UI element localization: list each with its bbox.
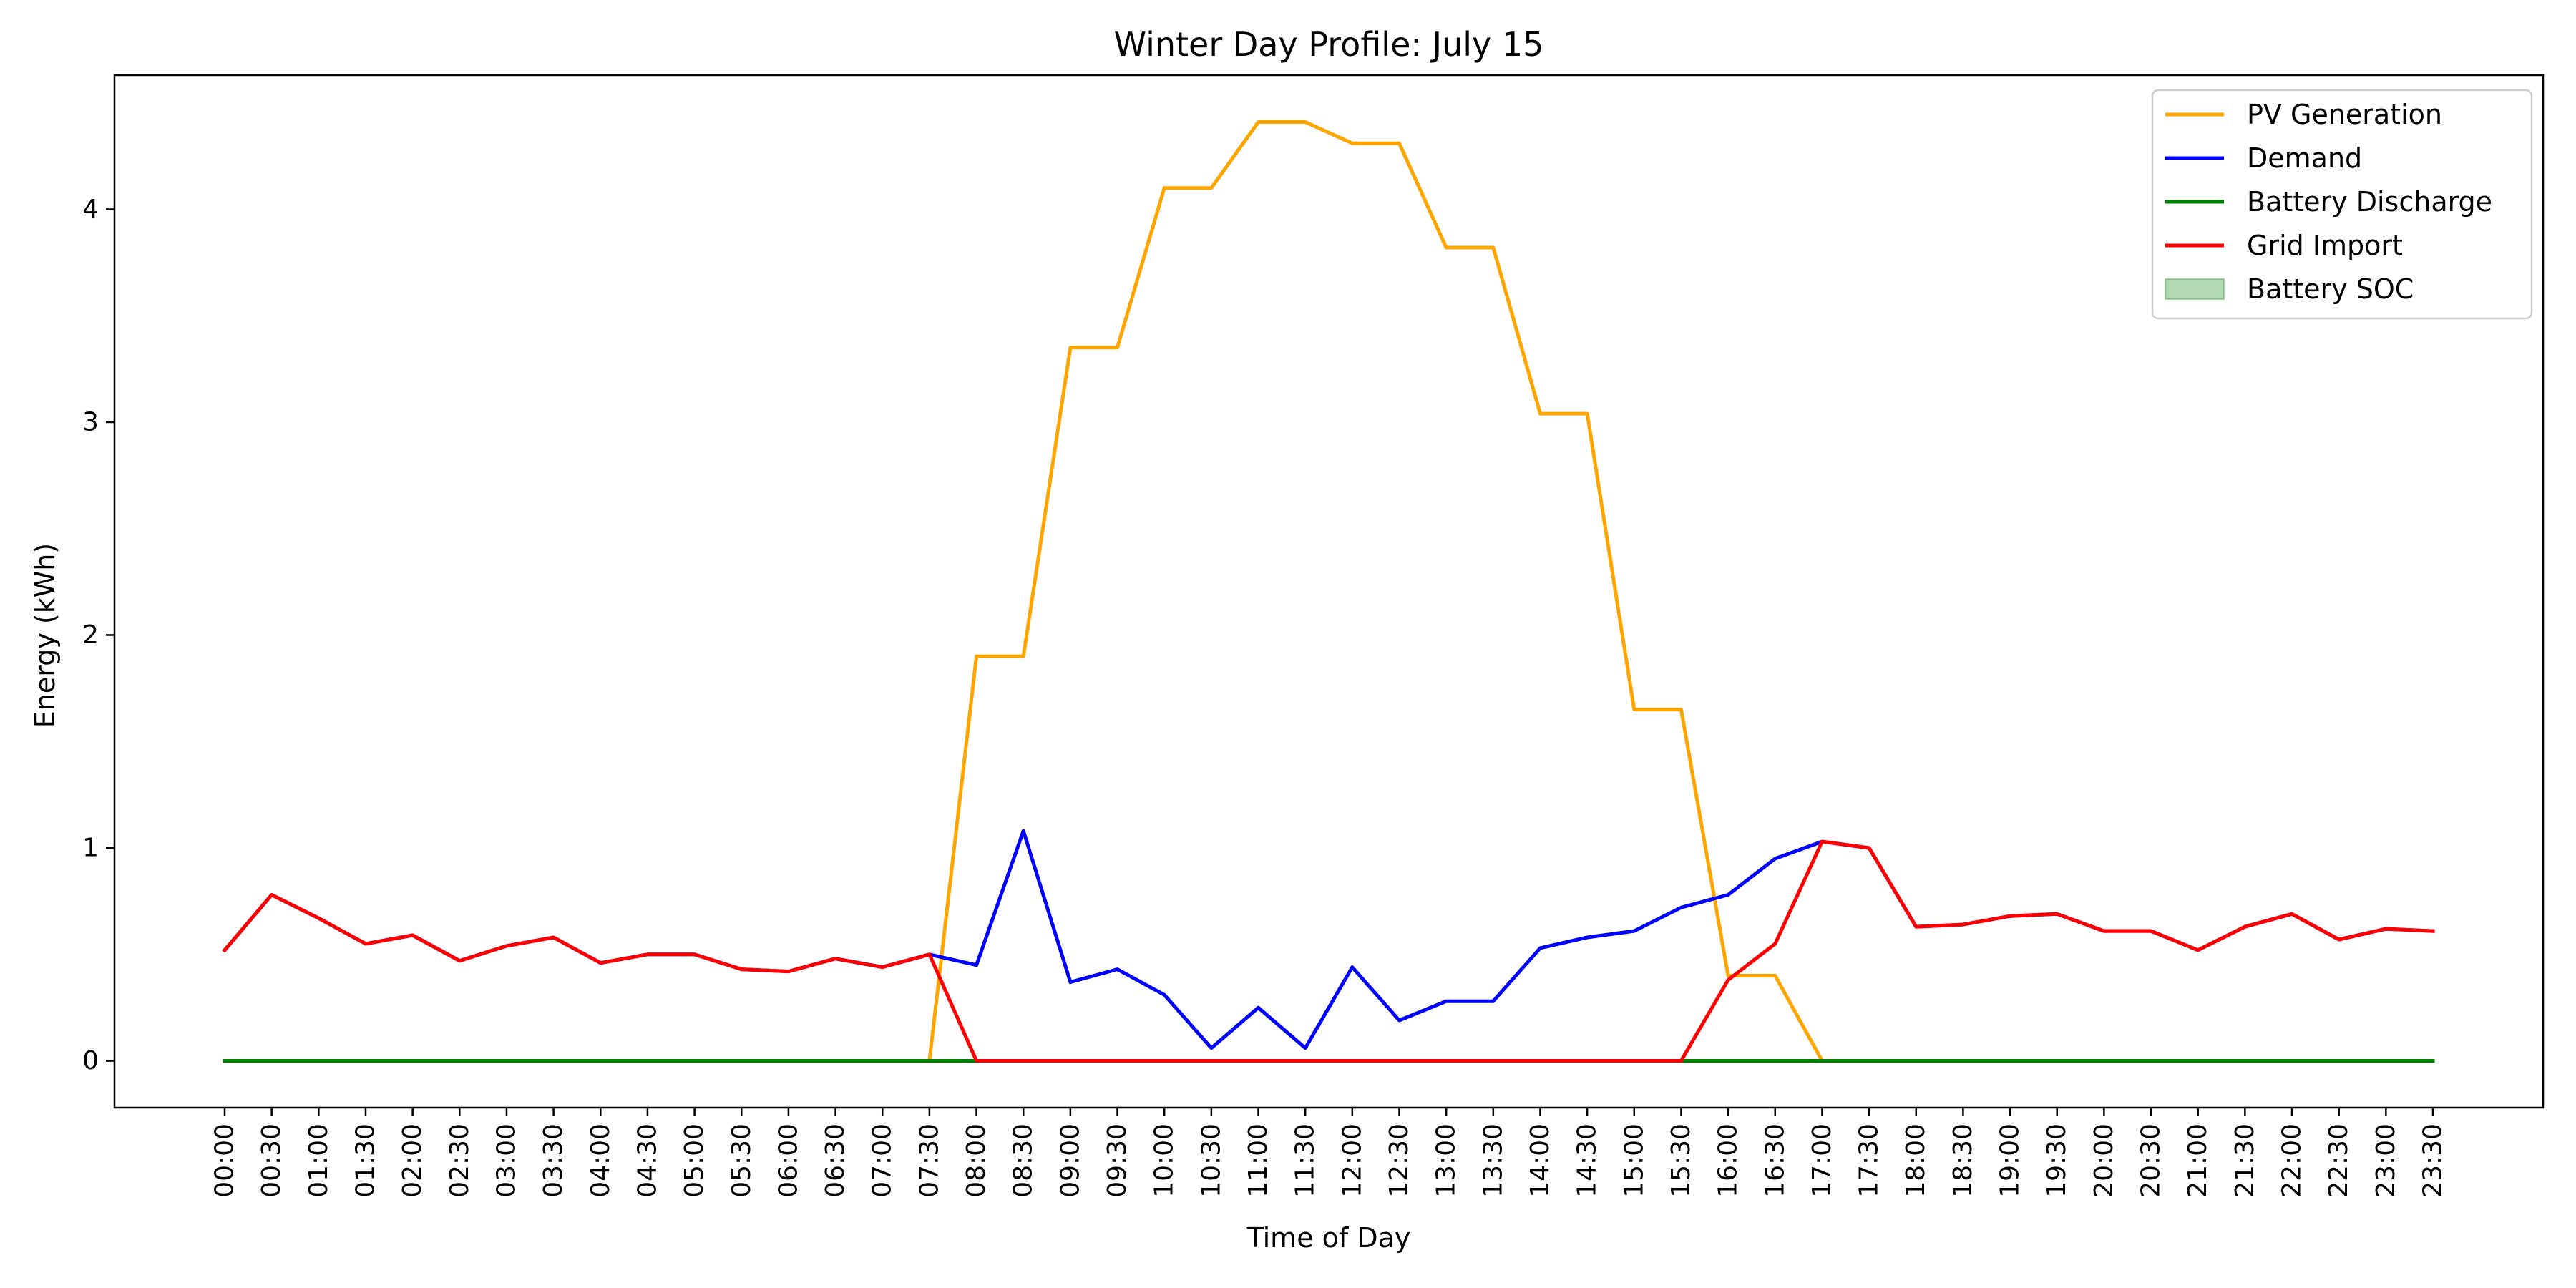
y-tick-label: 3 [82, 407, 99, 436]
x-tick-label: 05:30 [727, 1123, 756, 1198]
x-tick-label: 11:00 [1244, 1123, 1273, 1198]
x-tick-label: 10:00 [1150, 1123, 1179, 1198]
x-tick-label: 09:30 [1103, 1123, 1132, 1198]
y-axis-title: Energy (kWh) [29, 543, 61, 728]
x-tick-label: 11:30 [1291, 1123, 1320, 1198]
chart-title: Winter Day Profile: July 15 [1114, 25, 1544, 64]
x-tick-label: 06:30 [821, 1123, 850, 1198]
y-tick-label: 0 [82, 1046, 99, 1075]
x-tick-label: 18:00 [1901, 1123, 1931, 1198]
x-tick-label: 19:00 [1996, 1123, 2025, 1198]
x-tick-label: 00:30 [257, 1123, 286, 1198]
x-tick-label: 13:30 [1478, 1123, 1508, 1198]
x-tick-label: 08:30 [1009, 1123, 1038, 1198]
x-tick-label: 21:30 [2230, 1123, 2260, 1198]
x-tick-label: 04:30 [633, 1123, 662, 1198]
x-tick-label: 07:30 [914, 1123, 944, 1198]
legend-label: PV Generation [2247, 99, 2442, 130]
x-tick-label: 06:00 [774, 1123, 803, 1198]
x-tick-label: 23:30 [2419, 1123, 2448, 1198]
series-line-4 [222, 839, 2435, 1063]
x-tick-label: 10:30 [1196, 1123, 1226, 1198]
series-line-1 [223, 120, 2435, 1063]
legend: PV Generation Demand Battery Discharge Grid… [2151, 89, 2533, 320]
x-tick-label: 18:30 [1948, 1123, 1978, 1198]
x-tick-label: 14:30 [1573, 1123, 1602, 1198]
plot-area [113, 74, 2545, 1109]
legend-label: Battery SOC [2247, 273, 2414, 305]
x-tick-label: 05:00 [680, 1123, 709, 1198]
x-tick-label: 19:30 [2042, 1123, 2072, 1198]
x-tick-label: 01:00 [304, 1123, 333, 1198]
x-tick-label: 15:00 [1619, 1123, 1649, 1198]
x-tick-label: 03:30 [539, 1123, 568, 1198]
x-tick-label: 12:30 [1385, 1123, 1414, 1198]
y-axis: 0 1 2 3 4 [82, 195, 114, 1075]
y-tick-label: 2 [82, 620, 99, 650]
plot-frame [113, 74, 2545, 1109]
x-tick-label: 17:30 [1855, 1123, 1884, 1198]
y-tick-label: 1 [82, 834, 99, 863]
x-tick-label: 22:30 [2324, 1123, 2353, 1198]
x-tick-label: 13:00 [1432, 1123, 1461, 1198]
legend-label: Battery Discharge [2247, 186, 2492, 218]
x-tick-label: 21:00 [2183, 1123, 2212, 1198]
x-tick-label: 03:00 [492, 1123, 522, 1198]
x-tick-label: 01:30 [351, 1123, 381, 1198]
y-tick-label: 4 [82, 195, 99, 224]
x-tick-label: 08:00 [962, 1123, 991, 1198]
x-tick-label: 16:30 [1760, 1123, 1790, 1198]
x-tick-label: 04:00 [586, 1123, 615, 1198]
x-tick-label: 14:00 [1526, 1123, 1555, 1198]
x-tick-label: 09:00 [1055, 1123, 1085, 1198]
x-tick-label: 22:00 [2278, 1123, 2307, 1198]
x-axis-title: Time of Day [1246, 1222, 1411, 1254]
x-tick-label: 23:00 [2371, 1123, 2401, 1198]
x-tick-label: 07:00 [868, 1123, 897, 1198]
x-tick-label: 02:30 [445, 1123, 474, 1198]
legend-swatch [2165, 278, 2225, 300]
x-tick-label: 17:00 [1807, 1123, 1837, 1198]
x-tick-label: 20:30 [2137, 1123, 2166, 1198]
legend-label: Demand [2247, 142, 2362, 174]
x-axis: 00:00 00:30 01:00 01:30 02:00 02:30 03:00 03:30… [210, 1108, 2448, 1198]
x-tick-label: 12:00 [1337, 1123, 1367, 1198]
legend-box [2151, 89, 2533, 320]
x-tick-label: 02:00 [398, 1123, 427, 1198]
x-tick-label: 20:00 [2089, 1123, 2119, 1198]
legend-label: Grid Import [2247, 230, 2403, 261]
x-tick-label: 16:00 [1714, 1123, 1743, 1198]
x-tick-label: 15:30 [1667, 1123, 1696, 1198]
x-tick-label: 00:00 [210, 1123, 240, 1198]
